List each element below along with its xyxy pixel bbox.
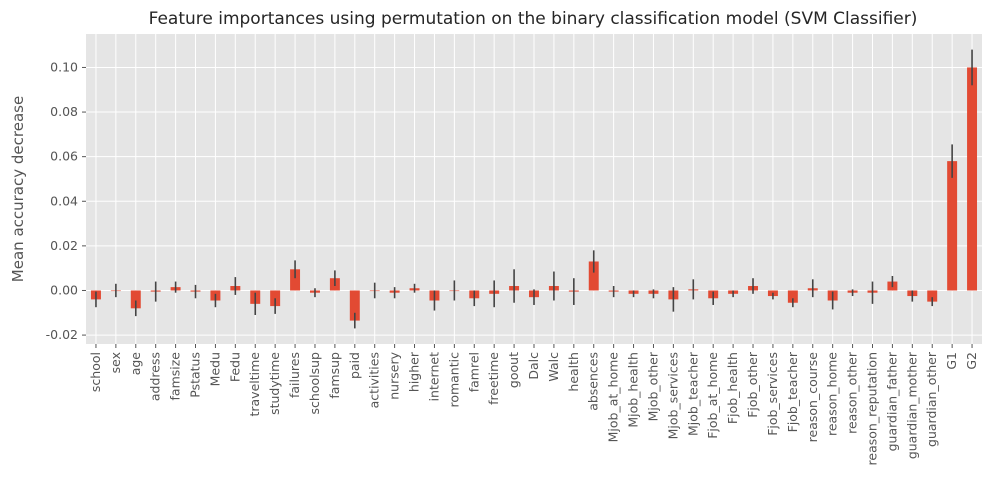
x-tick-label: Fjob_services — [765, 352, 780, 436]
y-tick-label: 0.10 — [50, 59, 78, 74]
bar-failures — [290, 269, 301, 291]
bar-paid — [349, 290, 360, 321]
y-tick-label: 0.04 — [50, 193, 78, 208]
bar-absences — [588, 261, 599, 291]
x-tick-label: school — [88, 352, 103, 392]
y-tick-label: 0.06 — [50, 149, 78, 164]
x-tick-label: guardian_other — [924, 351, 939, 447]
y-tick-label: 0.02 — [50, 238, 78, 253]
x-tick-label: studytime — [267, 352, 282, 415]
bar-G2 — [967, 67, 978, 291]
y-tick-label: -0.02 — [46, 327, 78, 342]
x-tick-label: traveltime — [247, 352, 262, 417]
y-tick-label: 0.00 — [50, 282, 78, 297]
x-tick-label: guardian_mother — [904, 351, 919, 459]
x-tick-label: nursery — [387, 351, 402, 399]
x-tick-label: Walc — [546, 352, 561, 382]
chart-title: Feature importances using permutation on… — [149, 9, 918, 29]
x-tick-label: address — [148, 352, 163, 401]
x-tick-label: Medu — [207, 352, 222, 386]
x-tick-label: Fjob_at_home — [705, 352, 720, 439]
y-axis-label: Mean accuracy decrease — [9, 96, 27, 282]
x-tick-label: Fjob_other — [745, 351, 760, 418]
bar-guardian_other — [927, 290, 938, 302]
x-tick-label: Fedu — [227, 352, 242, 382]
x-tick-label: Mjob_other — [645, 351, 660, 421]
x-tick-label: reason_other — [845, 351, 860, 434]
x-tick-label: Dalc — [526, 352, 541, 380]
x-tick-label: guardian_father — [884, 351, 899, 451]
x-tick-label: Pstatus — [188, 352, 203, 398]
x-tick-label: age — [128, 352, 143, 376]
x-tick-label: schoolsup — [307, 352, 322, 415]
y-axis-ticks: -0.02 0.00 0.02 0.04 0.06 0.08 0.10 — [46, 59, 86, 342]
x-tick-label: activities — [367, 352, 382, 408]
bar-G1 — [947, 161, 958, 291]
x-tick-label: G2 — [964, 352, 979, 370]
x-tick-label: famsize — [168, 352, 183, 401]
x-tick-label: Mjob_services — [665, 352, 680, 439]
x-tick-label: Mjob_at_home — [606, 352, 621, 443]
x-tick-label: famsup — [327, 352, 342, 399]
x-tick-label: health — [566, 352, 581, 392]
x-tick-label: Mjob_teacher — [685, 351, 700, 436]
x-tick-label: reason_home — [825, 352, 840, 436]
x-tick-label: absences — [586, 352, 601, 411]
x-tick-label: Fjob_health — [725, 352, 740, 424]
x-tick-label: goout — [506, 352, 521, 388]
x-tick-label: failures — [287, 352, 302, 398]
x-tick-label: freetime — [486, 352, 501, 405]
x-tick-label: famrel — [466, 352, 481, 392]
x-tick-label: reason_course — [805, 352, 820, 443]
y-tick-label: 0.08 — [50, 104, 78, 119]
x-tick-label: higher — [407, 351, 422, 392]
x-axis-ticks: school sex age address famsize Pstatus Medu Fed… — [88, 344, 979, 465]
x-tick-label: Fjob_teacher — [785, 351, 800, 432]
x-tick-label: romantic — [446, 352, 461, 408]
x-tick-label: Mjob_health — [626, 352, 641, 428]
x-tick-label: G1 — [944, 352, 959, 370]
x-tick-label: internet — [426, 352, 441, 402]
bar-age — [130, 290, 141, 309]
error-bars — [95, 49, 973, 329]
x-tick-label: reason_reputation — [864, 352, 879, 465]
bar-Fjob_teacher — [787, 290, 798, 303]
x-tick-label: sex — [108, 352, 123, 373]
x-tick-label: paid — [347, 352, 362, 379]
